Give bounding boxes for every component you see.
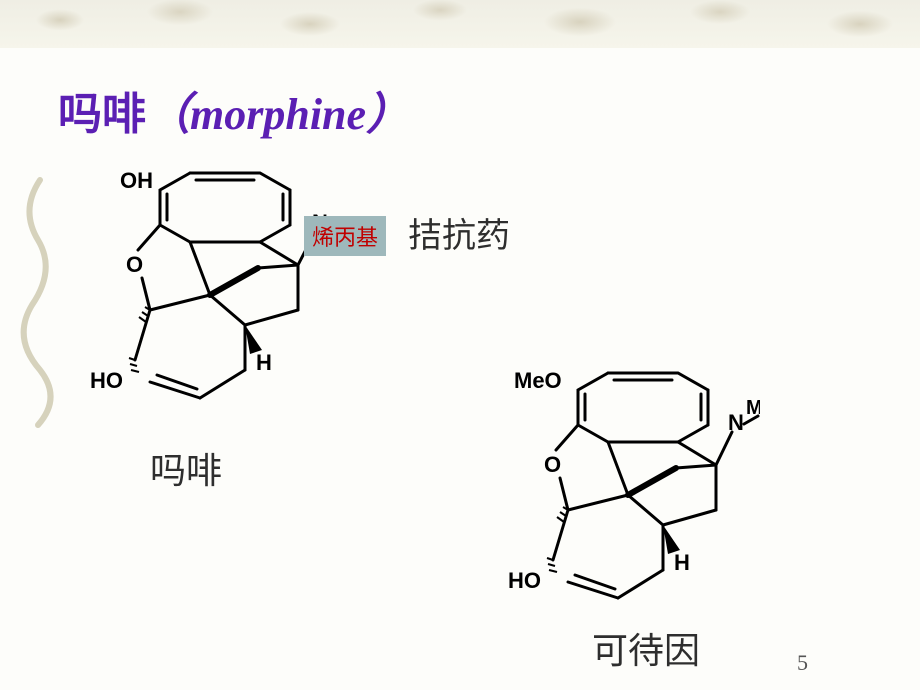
codeine-n: N xyxy=(728,410,744,435)
codeine-h: H xyxy=(674,550,690,575)
antagonist-label: 拮抗药 xyxy=(408,208,510,257)
codeine-structure: MeO O HO N Me H xyxy=(500,370,760,620)
page-title: 吗啡（morphine） xyxy=(58,78,410,142)
codeine-caption: 可待因 xyxy=(592,622,700,674)
codeine-oh-bottom: HO xyxy=(508,568,541,593)
title-paren-open: （ xyxy=(146,90,190,139)
codeine-o-ring: O xyxy=(544,452,561,477)
title-cn: 吗啡 xyxy=(58,90,146,139)
title-en: morphine xyxy=(190,90,366,139)
decorative-top-border xyxy=(0,0,920,48)
morphine-caption: 吗啡 xyxy=(150,442,222,494)
morphine-oh-top: OH xyxy=(120,170,153,193)
morphine-structure: OH O HO N H xyxy=(90,170,340,420)
title-paren-close: ） xyxy=(366,90,410,139)
page-number: 5 xyxy=(797,650,808,676)
codeine-me: Me xyxy=(746,397,760,419)
codeine-meo: MeO xyxy=(514,370,562,393)
morphine-o-ring: O xyxy=(126,252,143,277)
allyl-badge: 烯丙基 xyxy=(304,216,386,256)
decorative-left-swirl xyxy=(10,170,70,430)
morphine-h: H xyxy=(256,350,272,375)
morphine-oh-bottom: HO xyxy=(90,368,123,393)
